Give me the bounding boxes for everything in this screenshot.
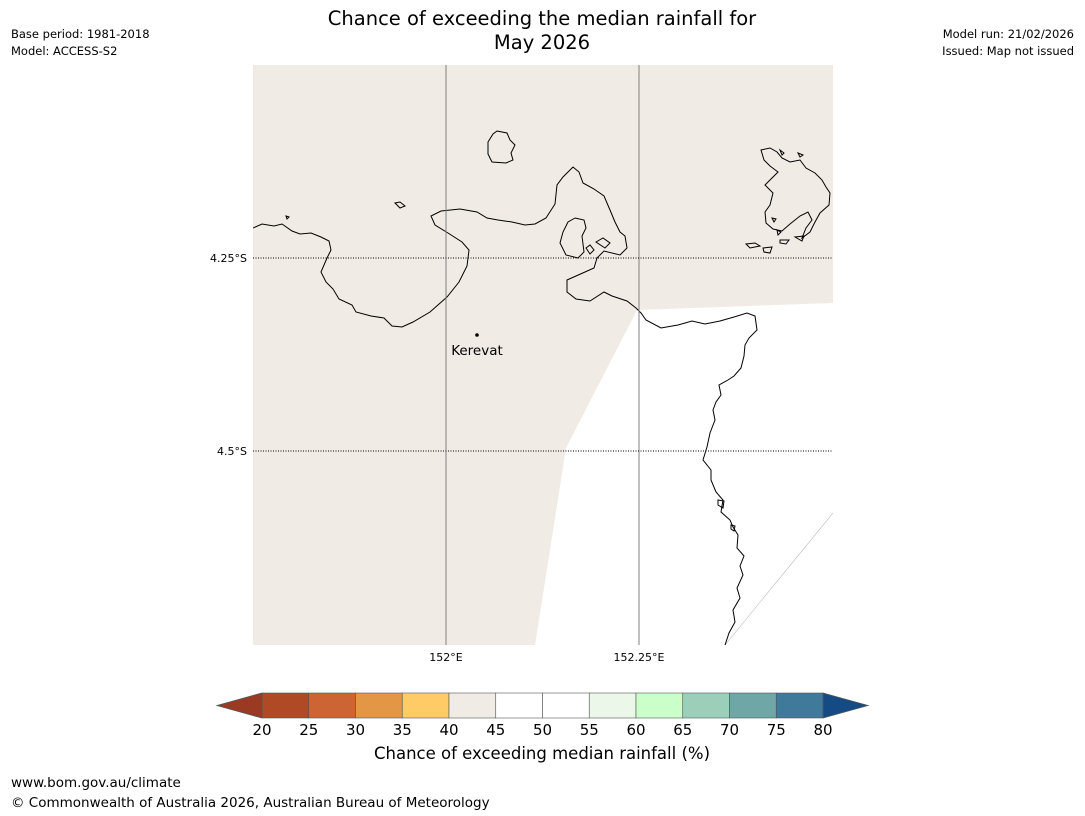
footer-copyright: © Commonwealth of Australia 2026, Austra… bbox=[11, 795, 490, 811]
colorbar-swatch bbox=[448, 692, 497, 719]
rainfall-map: Kerevat 4.25°S 4.5°S 152°E 152.25°E bbox=[210, 65, 833, 664]
colorbar-swatch bbox=[775, 692, 824, 719]
category-40-45-area bbox=[253, 65, 833, 645]
colorbar-swatches bbox=[261, 692, 824, 719]
model-name: Model: ACCESS-S2 bbox=[11, 44, 118, 58]
colorbar-swatch bbox=[261, 692, 310, 719]
colorbar-tick-label: 75 bbox=[767, 721, 786, 739]
model-run: Model run: 21/02/2026 bbox=[942, 27, 1074, 41]
place-marker-kerevat bbox=[475, 333, 479, 337]
colorbar-swatch bbox=[308, 692, 356, 719]
lat-tick-4-5: 4.5°S bbox=[217, 445, 247, 458]
colorbar-tick-label: 20 bbox=[252, 721, 271, 739]
colorbar-swatch bbox=[588, 692, 637, 719]
colorbar-tick-label: 40 bbox=[439, 721, 458, 739]
base-period: Base period: 1981-2018 bbox=[11, 27, 150, 41]
footer-url: www.bom.gov.au/climate bbox=[11, 775, 181, 791]
colorbar-under-arrow bbox=[215, 692, 263, 719]
colorbar-swatch bbox=[495, 692, 543, 719]
lon-tick-152: 152°E bbox=[429, 651, 462, 664]
colorbar-label: Chance of exceeding median rainfall (%) bbox=[373, 744, 711, 763]
colorbar-tick-label: 45 bbox=[486, 721, 505, 739]
colorbar-swatch bbox=[682, 692, 730, 719]
colorbar-swatch bbox=[729, 692, 777, 719]
meta-left: Base period: 1981-2018 Model: ACCESS-S2 bbox=[11, 26, 150, 60]
colorbar-tick-label: 30 bbox=[346, 721, 365, 739]
coastline bbox=[253, 130, 831, 645]
colorbar-swatch bbox=[401, 692, 450, 719]
issued-status: Issued: Map not issued bbox=[942, 44, 1074, 58]
lon-tick-152-25: 152.25°E bbox=[614, 651, 665, 664]
colorbar-tick-label: 80 bbox=[813, 721, 832, 739]
colorbar-tick-label: 35 bbox=[393, 721, 412, 739]
colorbar-over-arrow bbox=[822, 692, 870, 719]
title-line-1: Chance of exceeding the median rainfall … bbox=[327, 7, 757, 30]
colorbar-tick-label: 25 bbox=[299, 721, 318, 739]
boundary-line bbox=[724, 512, 833, 645]
colorbar-tick-label: 55 bbox=[580, 721, 599, 739]
lat-tick-4-25: 4.25°S bbox=[210, 252, 247, 265]
colorbar-tick-label: 50 bbox=[533, 721, 552, 739]
colorbar-swatch bbox=[355, 692, 403, 719]
map-title: Chance of exceeding the median rainfall … bbox=[242, 7, 842, 55]
colorbar-tick-label: 65 bbox=[673, 721, 692, 739]
colorbar-swatch bbox=[542, 692, 590, 719]
colorbar-tick-label: 60 bbox=[626, 721, 645, 739]
title-line-2: May 2026 bbox=[493, 31, 591, 54]
meridians bbox=[445, 65, 640, 645]
colorbar-tick-label: 70 bbox=[720, 721, 739, 739]
parallels bbox=[253, 257, 833, 452]
meta-right: Model run: 21/02/2026 Issued: Map not is… bbox=[942, 26, 1074, 60]
colorbar-ticks: 20 25 30 35 40 45 50 55 60 65 70 75 80 bbox=[252, 721, 832, 739]
place-label-kerevat: Kerevat bbox=[451, 343, 503, 359]
colorbar-swatch bbox=[635, 692, 684, 719]
